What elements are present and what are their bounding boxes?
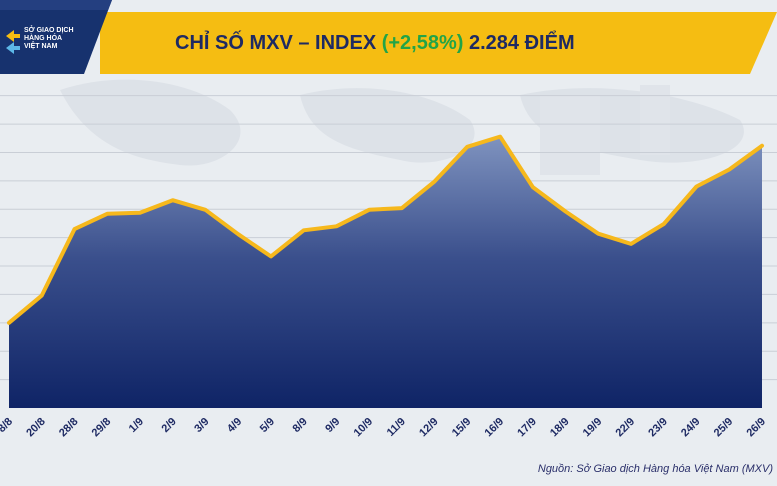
x-tick-label: 20/8 [24,416,48,440]
x-tick-label: 16/9 [483,416,507,440]
x-tick-label: 5/9 [258,416,277,435]
x-tick-label: 10/9 [352,416,376,440]
x-tick-label: 25/9 [712,416,736,440]
area-fill [9,137,762,408]
x-tick-label: 24/9 [679,416,703,440]
x-tick-label: 12/9 [417,416,441,440]
x-tick-label: 2/9 [160,416,179,435]
x-tick-label: 11/9 [385,416,408,439]
x-tick-label: 4/9 [225,416,244,435]
x-tick-label: 29/8 [90,416,114,440]
x-tick-label: 22/9 [614,416,638,440]
x-tick-label: 18/9 [548,416,572,440]
x-tick-label: 15/9 [450,416,474,440]
x-tick-label: 1/9 [127,416,146,435]
x-tick-label: 19/9 [581,416,605,440]
x-tick-label: 9/9 [323,416,342,435]
area-chart: 8/8 20/8 28/8 29/8 1/9 2/9 3/9 4/9 5/9 8/9 9/9 10/9… [0,0,777,486]
x-tick-label: 8/8 [0,416,15,435]
x-tick-label: 26/9 [744,416,768,440]
x-tick-label: 28/8 [57,416,81,440]
x-tick-label: 17/9 [515,416,539,440]
x-tick-label: 23/9 [646,416,670,440]
source-note: Nguồn: Sở Giao dịch Hàng hóa Việt Nam (M… [538,463,773,475]
x-tick-label: 8/9 [290,416,309,435]
x-tick-label: 3/9 [192,416,211,435]
